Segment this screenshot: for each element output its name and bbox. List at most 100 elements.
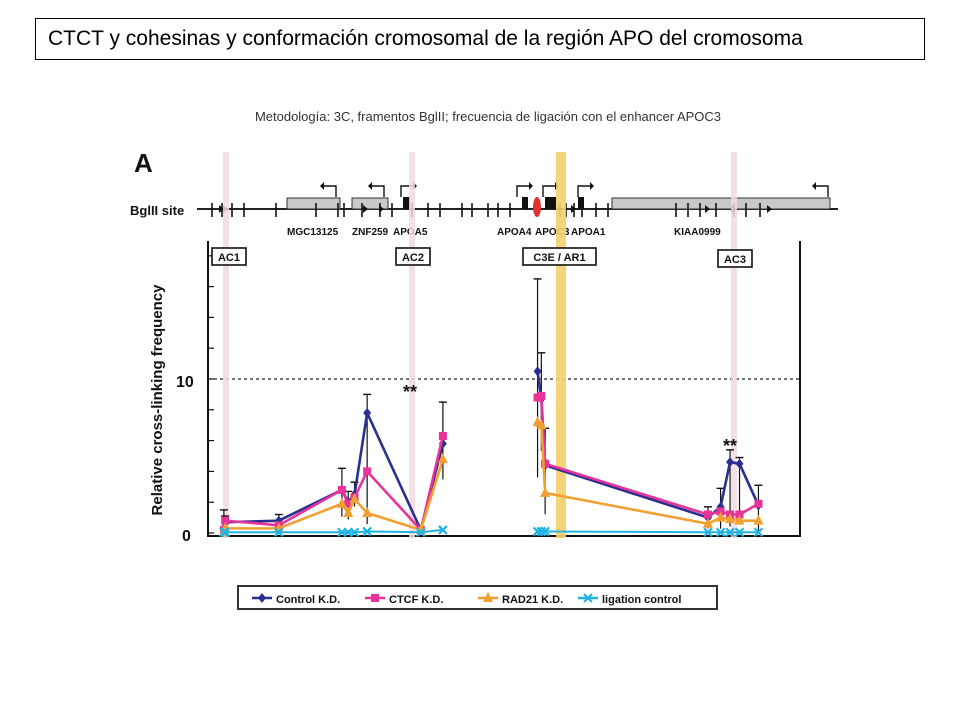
exon-0 (403, 197, 410, 209)
point-rad21-k-d--13 (715, 511, 726, 522)
gene-label-apoc3: APOC3 (535, 227, 570, 238)
region-box-2 (522, 247, 597, 266)
point-ligation-control-11 (540, 526, 550, 537)
region-label-0: AC1 (218, 252, 240, 264)
region-highlight-1 (409, 152, 415, 538)
region-box-0 (211, 247, 247, 266)
bglii-site-label: BglII site (130, 203, 184, 218)
tss-arrowhead-0 (320, 182, 324, 190)
y-tick-label-0: 0 (182, 528, 191, 545)
tss-arrowhead-1 (368, 182, 372, 190)
point-ctcf-k-d--4 (344, 499, 353, 508)
point-ligation-control-1 (220, 527, 230, 538)
region-box-3 (717, 249, 753, 268)
point-ctcf-k-d--15 (735, 510, 744, 519)
point-rad21-k-d--10 (536, 419, 547, 430)
region-highlight-2 (731, 152, 737, 538)
exon-1 (522, 197, 528, 209)
point-ctcf-k-d--3 (337, 485, 346, 494)
point-ligation-control-13 (715, 527, 726, 538)
point-rad21-k-d--16 (753, 514, 764, 525)
point-rad21-k-d--5 (349, 493, 360, 504)
tss-arrow-0 (324, 185, 337, 197)
annotation-ac2: ** (403, 382, 417, 402)
point-rad21-k-d--11 (540, 486, 551, 497)
point-ctcf-k-d--1 (221, 516, 230, 525)
tss-arrow-4 (542, 185, 555, 197)
site-arrow-6 (705, 205, 710, 213)
enhancer-highlight (556, 152, 566, 538)
point-control-k-d--14 (726, 457, 735, 468)
tss-arrow-6 (816, 185, 829, 197)
site-arrow-3 (379, 205, 384, 213)
site-arrow-2 (363, 205, 368, 213)
point-control-k-d--6 (363, 407, 372, 418)
point-ctcf-k-d--6 (363, 467, 372, 476)
point-ligation-control-2 (274, 527, 284, 538)
point-rad21-k-d--14 (725, 513, 736, 524)
gene-label-kiaa0999: KIAA0999 (674, 227, 721, 238)
point-ligation-control-16 (753, 527, 764, 538)
slide-subtitle: Metodología: 3C, framentos BglII; frecue… (254, 109, 722, 124)
point-control-k-d--15 (735, 458, 744, 469)
y-tick-label-10: 10 (176, 374, 194, 391)
point-ctcf-k-d--16 (754, 499, 763, 508)
exon-2 (545, 197, 556, 209)
point-ctcf-k-d--13 (716, 507, 725, 516)
gene-label-mgc13125: MGC13125 (287, 227, 339, 238)
point-rad21-k-d--4 (343, 506, 354, 517)
site-arrow-8 (767, 205, 772, 213)
tss-arrow-5 (577, 185, 590, 197)
legend-marker-2 (483, 592, 493, 602)
point-ligation-control-15 (734, 527, 745, 538)
tss-arrowhead-3 (529, 182, 533, 190)
point-ligation-control-14 (725, 527, 735, 538)
tss-arrow-1 (372, 185, 385, 197)
tss-arrowhead-5 (590, 182, 594, 190)
point-rad21-k-d--3 (336, 497, 347, 508)
tss-arrow-3 (516, 185, 529, 197)
legend: Control K.D. CTCF K.D. RAD21 K.D. ligation … (237, 585, 718, 610)
y-axis-label: Relative cross-linking frequency (149, 284, 166, 516)
region-label-3: AC3 (724, 254, 746, 266)
point-ctcf-k-d--8 (438, 431, 447, 440)
legend-label-0: Control K.D. (276, 594, 340, 606)
legend-marker-0 (258, 593, 266, 603)
point-ctcf-k-d--10 (537, 391, 546, 400)
point-rad21-k-d--15 (734, 514, 745, 525)
point-ligation-control-6 (362, 526, 372, 537)
annotation-ac3: ** (723, 436, 737, 456)
point-ctcf-k-d--11 (541, 459, 550, 468)
legend-marker-b-3 (583, 593, 593, 603)
site-arrow-0 (219, 205, 224, 213)
gene-block-2 (611, 197, 831, 210)
slide-title: CTCT y cohesinas y conformación cromosom… (35, 18, 925, 60)
exon-3 (578, 197, 584, 209)
point-ctcf-k-d--12 (703, 510, 712, 519)
point-ligation-control-5 (349, 527, 360, 538)
site-arrow-5 (571, 205, 576, 213)
point-ligation-control-12 (703, 527, 713, 538)
region-highlight-0 (223, 152, 229, 538)
legend-label-2: RAD21 K.D. (502, 594, 563, 606)
point-rad21-k-d--8 (437, 453, 448, 464)
panel-label: A (134, 148, 153, 178)
region-label-1: AC2 (402, 252, 424, 264)
legend-label-1: CTCF K.D. (389, 594, 443, 606)
tss-arrowhead-6 (812, 182, 816, 190)
legend-label-3: ligation control (602, 594, 681, 606)
gene-block-1 (351, 197, 389, 210)
region-label-2: C3E / AR1 (533, 252, 585, 264)
point-rad21-k-d--12 (702, 517, 713, 528)
gene-label-znf259: ZNF259 (352, 227, 389, 238)
point-rad21-k-d--6 (362, 506, 373, 517)
series-line-3-1 (537, 530, 759, 534)
legend-marker-1 (371, 594, 379, 602)
legend-frame (237, 585, 718, 610)
point-ligation-control-8 (438, 525, 448, 535)
region-box-1 (395, 247, 431, 266)
point-control-k-d--9 (533, 366, 542, 377)
gene-label-apoa1: APOA1 (571, 227, 606, 238)
gene-block-0 (286, 197, 341, 210)
